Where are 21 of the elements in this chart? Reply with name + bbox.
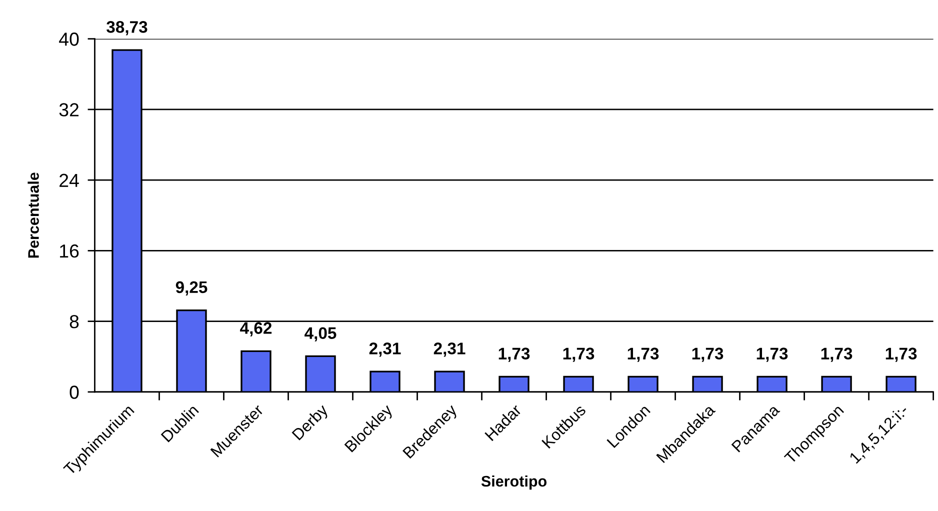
data-label: 1,73 (756, 348, 788, 362)
y-tick-label: 40 (59, 32, 79, 46)
data-label: 38,73 (106, 21, 148, 36)
data-label: 4,62 (240, 322, 272, 336)
data-label: 2,31 (369, 342, 401, 357)
data-label: 1,73 (886, 348, 917, 362)
y-tick-label: 0 (70, 386, 79, 399)
y-tick-label: 24 (60, 174, 79, 187)
y-tick-label: 16 (60, 244, 79, 258)
x-axis-title: Sierotipo (481, 475, 547, 490)
data-label: 1,73 (628, 348, 659, 362)
data-label: 1,73 (821, 348, 852, 362)
data-label: 4,05 (304, 327, 336, 342)
data-label: 9,25 (176, 281, 208, 296)
data-label: 1,73 (563, 348, 594, 362)
y-tick-label: 8 (70, 315, 79, 328)
data-label: 1,73 (498, 348, 530, 362)
y-tick-label: 32 (59, 103, 79, 116)
data-label: 1,73 (692, 348, 724, 362)
data-label: 2,31 (434, 342, 466, 357)
y-axis-title: Percentuale (28, 172, 39, 258)
